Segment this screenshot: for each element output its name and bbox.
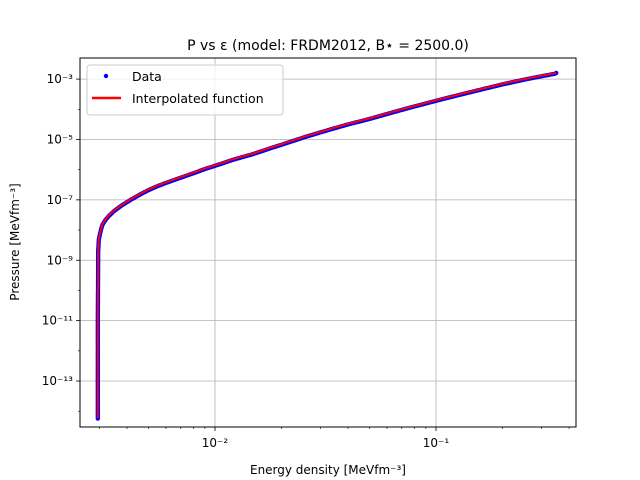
y-tick-label: 10⁻⁹ [47, 253, 74, 267]
x-tick-label: 10⁻² [202, 436, 229, 450]
y-tick-label: 10⁻³ [47, 72, 74, 86]
legend-box [86, 64, 284, 116]
chart-title: P vs ε (model: FRDM2012, B⋆ = 2500.0) [187, 38, 469, 54]
y-tick-label: 10⁻⁵ [47, 132, 74, 146]
legend-label-interpolated: Interpolated function [132, 91, 264, 106]
x-axis-label: Energy density [MeVfm⁻³] [250, 463, 406, 477]
legend-marker-data [103, 73, 109, 79]
y-tick-label: 10⁻¹³ [42, 374, 73, 388]
plot-frame [79, 57, 577, 428]
grid [80, 58, 576, 427]
y-axis: 10⁻¹³ 10⁻¹¹ 10⁻⁹ 10⁻⁷ 10⁻⁵ 10⁻³ [42, 72, 80, 412]
x-tick-label: 10⁻¹ [423, 436, 450, 450]
x-axis: 10⁻² 10⁻¹ [99, 427, 570, 450]
legend-label-data: Data [132, 69, 162, 84]
y-axis-label: Pressure [MeVfm⁻³] [8, 183, 22, 300]
series-interpolated-line [96, 71, 557, 418]
plot-area [95, 70, 559, 421]
legend: Data Interpolated function [86, 64, 284, 116]
y-tick-label: 10⁻⁷ [47, 193, 74, 207]
series-data [95, 70, 559, 421]
y-tick-label: 10⁻¹¹ [42, 314, 73, 328]
